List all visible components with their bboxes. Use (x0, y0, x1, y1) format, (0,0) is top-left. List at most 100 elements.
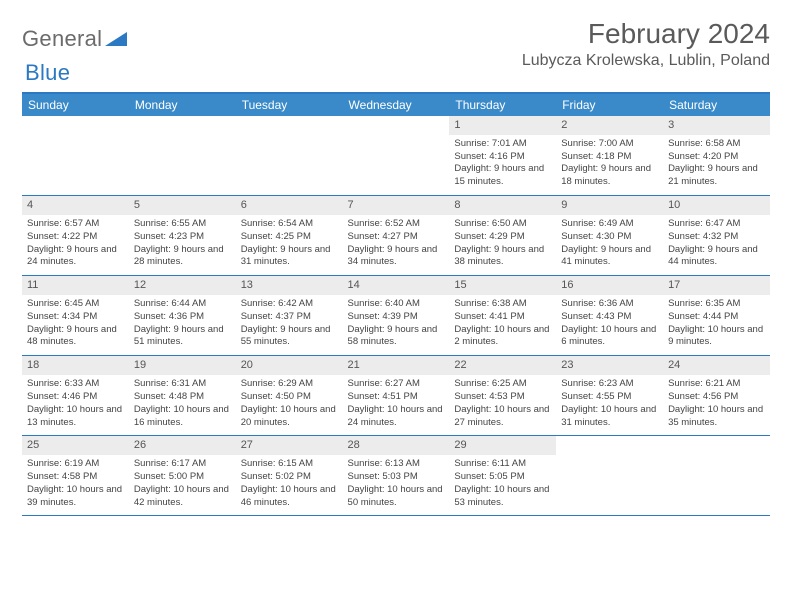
sunrise-line: Sunrise: 6:50 AM (454, 218, 551, 231)
daylight-line: Daylight: 10 hours and 20 minutes. (241, 404, 338, 430)
brand-logo: General (22, 26, 127, 52)
sunset-line: Sunset: 4:25 PM (241, 231, 338, 244)
empty-day (22, 116, 129, 134)
sunset-line: Sunset: 4:37 PM (241, 311, 338, 324)
sunrise-line: Sunrise: 6:52 AM (348, 218, 445, 231)
daylight-line: Daylight: 10 hours and 27 minutes. (454, 404, 551, 430)
day-number: 15 (449, 276, 556, 295)
daylight-line: Daylight: 10 hours and 46 minutes. (241, 484, 338, 510)
day-cell (663, 436, 770, 515)
daylight-line: Daylight: 9 hours and 55 minutes. (241, 324, 338, 350)
day-number: 24 (663, 356, 770, 375)
day-number: 5 (129, 196, 236, 215)
dow-sun: Sunday (22, 94, 129, 116)
dow-sat: Saturday (663, 94, 770, 116)
day-cell: 20Sunrise: 6:29 AMSunset: 4:50 PMDayligh… (236, 356, 343, 435)
day-number: 21 (343, 356, 450, 375)
sunrise-line: Sunrise: 6:17 AM (134, 458, 231, 471)
daylight-line: Daylight: 9 hours and 31 minutes. (241, 244, 338, 270)
day-cell: 3Sunrise: 6:58 AMSunset: 4:20 PMDaylight… (663, 116, 770, 195)
sunrise-line: Sunrise: 6:49 AM (561, 218, 658, 231)
day-cell: 5 Sunrise: 6:55 AMSunset: 4:23 PMDaylight… (129, 196, 236, 275)
sunrise-line: Sunrise: 6:25 AM (454, 378, 551, 391)
sunset-line: Sunset: 4:48 PM (134, 391, 231, 404)
sunset-line: Sunset: 4:34 PM (27, 311, 124, 324)
day-cell: 22Sunrise: 6:25 AMSunset: 4:53 PMDayligh… (449, 356, 556, 435)
daylight-line: Daylight: 9 hours and 28 minutes. (134, 244, 231, 270)
sunrise-line: Sunrise: 6:45 AM (27, 298, 124, 311)
day-number: 17 (663, 276, 770, 295)
sunset-line: Sunset: 4:23 PM (134, 231, 231, 244)
week-row: 25Sunrise: 6:19 AMSunset: 4:58 PMDayligh… (22, 436, 770, 515)
day-cell: 2Sunrise: 7:00 AMSunset: 4:18 PMDaylight… (556, 116, 663, 195)
day-cell: 23Sunrise: 6:23 AMSunset: 4:55 PMDayligh… (556, 356, 663, 435)
sunset-line: Sunset: 5:02 PM (241, 471, 338, 484)
week-row: 4Sunrise: 6:57 AMSunset: 4:22 PMDaylight… (22, 196, 770, 275)
empty-day (556, 436, 663, 454)
sunset-line: Sunset: 4:39 PM (348, 311, 445, 324)
day-cell: 12Sunrise: 6:44 AMSunset: 4:36 PMDayligh… (129, 276, 236, 355)
sunset-line: Sunset: 4:18 PM (561, 151, 658, 164)
brand-word1: General (22, 26, 102, 52)
sunset-line: Sunset: 5:05 PM (454, 471, 551, 484)
day-cell: 11 Sunrise: 6:45 AMSunset: 4:34 PMDayligh… (22, 276, 129, 355)
day-cell: 13Sunrise: 6:42 AMSunset: 4:37 PMDayligh… (236, 276, 343, 355)
location: Lubycza Krolewska, Lublin, Poland (522, 52, 770, 70)
daylight-line: Daylight: 10 hours and 39 minutes. (27, 484, 124, 510)
week-row: 1Sunrise: 7:01 AMSunset: 4:16 PMDaylight… (22, 116, 770, 195)
dow-fri: Friday (556, 94, 663, 116)
sunset-line: Sunset: 4:56 PM (668, 391, 765, 404)
day-cell (343, 116, 450, 195)
sunrise-line: Sunrise: 6:36 AM (561, 298, 658, 311)
day-cell: 4Sunrise: 6:57 AMSunset: 4:22 PMDaylight… (22, 196, 129, 275)
empty-day (236, 116, 343, 134)
sunrise-line: Sunrise: 6:21 AM (668, 378, 765, 391)
day-number: 19 (129, 356, 236, 375)
sunrise-line: Sunrise: 6:15 AM (241, 458, 338, 471)
sunset-line: Sunset: 4:41 PM (454, 311, 551, 324)
dow-mon: Monday (129, 94, 236, 116)
day-number: 12 (129, 276, 236, 295)
sunset-line: Sunset: 4:55 PM (561, 391, 658, 404)
daylight-line: Daylight: 9 hours and 18 minutes. (561, 163, 658, 189)
day-cell: 17Sunrise: 6:35 AMSunset: 4:44 PMDayligh… (663, 276, 770, 355)
sunrise-line: Sunrise: 6:44 AM (134, 298, 231, 311)
daylight-line: Daylight: 9 hours and 15 minutes. (454, 163, 551, 189)
empty-day (663, 436, 770, 454)
day-number: 29 (449, 436, 556, 455)
day-cell: 24Sunrise: 6:21 AMSunset: 4:56 PMDayligh… (663, 356, 770, 435)
daylight-line: Daylight: 10 hours and 50 minutes. (348, 484, 445, 510)
sunset-line: Sunset: 4:30 PM (561, 231, 658, 244)
day-number: 8 (449, 196, 556, 215)
sunrise-line: Sunrise: 6:55 AM (134, 218, 231, 231)
day-cell: 7Sunrise: 6:52 AMSunset: 4:27 PMDaylight… (343, 196, 450, 275)
day-number: 26 (129, 436, 236, 455)
sunrise-line: Sunrise: 6:40 AM (348, 298, 445, 311)
day-number: 14 (343, 276, 450, 295)
sunset-line: Sunset: 4:58 PM (27, 471, 124, 484)
daylight-line: Daylight: 10 hours and 13 minutes. (27, 404, 124, 430)
sunset-line: Sunset: 4:16 PM (454, 151, 551, 164)
dow-wed: Wednesday (343, 94, 450, 116)
day-number: 16 (556, 276, 663, 295)
day-number: 6 (236, 196, 343, 215)
day-number: 27 (236, 436, 343, 455)
daylight-line: Daylight: 9 hours and 48 minutes. (27, 324, 124, 350)
logo-triangle-icon (105, 28, 127, 51)
day-number: 11 (22, 276, 129, 295)
day-cell: 9Sunrise: 6:49 AMSunset: 4:30 PMDaylight… (556, 196, 663, 275)
dow-thu: Thursday (449, 94, 556, 116)
day-cell: 21Sunrise: 6:27 AMSunset: 4:51 PMDayligh… (343, 356, 450, 435)
sunset-line: Sunset: 4:51 PM (348, 391, 445, 404)
sunrise-line: Sunrise: 6:13 AM (348, 458, 445, 471)
day-number: 22 (449, 356, 556, 375)
title-block: February 2024 Lubycza Krolewska, Lublin,… (522, 18, 770, 70)
empty-day (343, 116, 450, 134)
day-number: 23 (556, 356, 663, 375)
sunrise-line: Sunrise: 6:33 AM (27, 378, 124, 391)
daylight-line: Daylight: 9 hours and 38 minutes. (454, 244, 551, 270)
daylight-line: Daylight: 10 hours and 9 minutes. (668, 324, 765, 350)
daylight-line: Daylight: 10 hours and 31 minutes. (561, 404, 658, 430)
day-cell: 6Sunrise: 6:54 AMSunset: 4:25 PMDaylight… (236, 196, 343, 275)
day-cell: 14Sunrise: 6:40 AMSunset: 4:39 PMDayligh… (343, 276, 450, 355)
